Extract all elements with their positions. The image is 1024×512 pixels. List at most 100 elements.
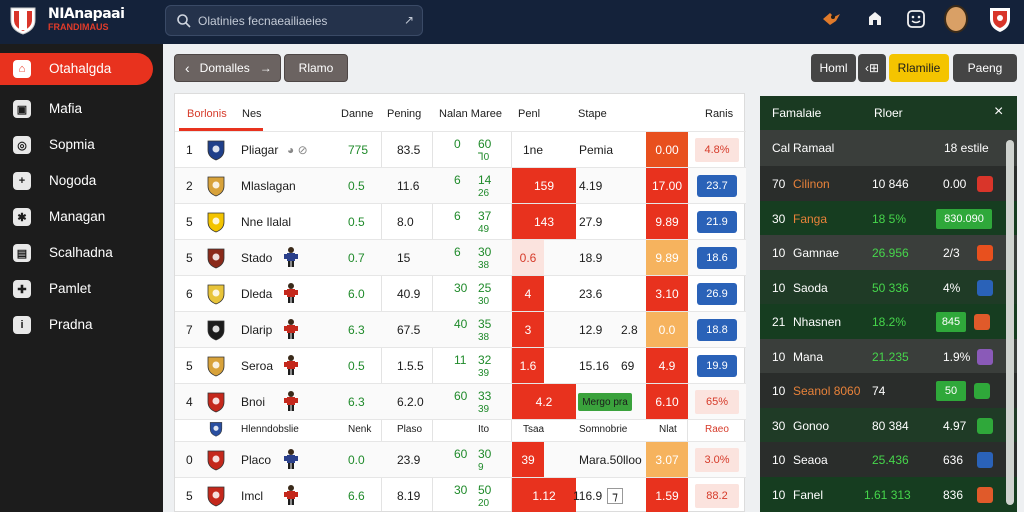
penl-value-box[interactable]: 1.12 bbox=[512, 478, 576, 512]
stape-tag[interactable]: Mergo pra bbox=[578, 393, 632, 411]
ranis-button[interactable]: 18.6 bbox=[697, 247, 737, 269]
forward-button[interactable]: Rlamo bbox=[284, 54, 348, 82]
team-crest-icon bbox=[209, 422, 223, 437]
nlat-value-box[interactable]: 9.89 bbox=[646, 204, 688, 240]
penl-value-box[interactable]: 0.6 bbox=[512, 240, 544, 276]
sidebar-item-sopmia[interactable]: ◎ Sopmia bbox=[0, 129, 163, 161]
col-header-pening[interactable]: Pening bbox=[387, 108, 422, 120]
ranis-button[interactable]: 23.7 bbox=[697, 175, 737, 197]
player-figure-icon bbox=[284, 449, 298, 469]
nlat-value-box[interactable]: 9.89 bbox=[646, 240, 688, 276]
penl-value-box[interactable]: 39 bbox=[512, 442, 544, 478]
penl-value-box[interactable]: 3 bbox=[512, 312, 544, 348]
nlat-value-box[interactable]: 4.9 bbox=[646, 348, 688, 384]
settings-button[interactable]: Paeng bbox=[953, 54, 1017, 82]
avatar[interactable] bbox=[944, 5, 968, 33]
right-panel-row[interactable]: 10 Mana 21.235 1.9% bbox=[760, 338, 1017, 375]
right-panel-row[interactable]: 10 Gamnae 26.956 2/3 bbox=[760, 235, 1017, 271]
sidebar-item-mafia[interactable]: ▣ Mafia bbox=[0, 93, 163, 125]
sidebar-item-label: Otahalgda bbox=[49, 61, 112, 76]
col-header-danne[interactable]: Danne bbox=[341, 108, 374, 120]
close-icon[interactable]: × bbox=[994, 103, 1004, 120]
col-header-stape[interactable]: Stape bbox=[578, 108, 607, 120]
col-header-ranis[interactable]: Ranis bbox=[705, 108, 734, 120]
nlat-value-box[interactable]: 3.07 bbox=[646, 442, 688, 478]
club-shield-icon[interactable] bbox=[988, 6, 1012, 33]
team-name-cell: Seroa bbox=[241, 359, 274, 373]
player-figure-icon bbox=[284, 319, 298, 339]
rp-score-cell: 636 bbox=[943, 453, 964, 467]
table-row[interactable]: 5 Seroa 0.5 1.5.5 11 32 39 1.6 15.16 69 4.9 19.9 bbox=[175, 347, 746, 384]
danne-cell: 0.5 bbox=[348, 179, 365, 193]
table-row[interactable]: 0 Placo 0.0 23.9 60 30 9 39 Mara.50 lloo 3.07 3.0% bbox=[175, 441, 746, 478]
table-row[interactable]: 7 Dlarip 6.3 67.5 40 35 38 3 12.9 2.8 0.0 18.8 bbox=[175, 311, 746, 348]
rp-action-button[interactable]: 830.090 bbox=[936, 208, 992, 229]
ranis-badge[interactable]: 4.8% bbox=[695, 138, 739, 162]
expand-icon[interactable]: ↗ bbox=[403, 13, 414, 27]
smiley-icon[interactable] bbox=[903, 6, 929, 32]
sidebar-item-pamlet[interactable]: ✚ Pamlet bbox=[0, 273, 163, 305]
nlat-value-box[interactable]: 6.10 bbox=[646, 384, 688, 420]
col-header-borlonis[interactable]: Borlonis bbox=[187, 108, 227, 120]
penl-value-box[interactable]: 159 bbox=[512, 168, 576, 204]
col-header-penl[interactable]: Penl bbox=[518, 108, 541, 120]
nalan-b-cell: 50 bbox=[478, 483, 492, 497]
trophy-icon[interactable] bbox=[862, 6, 888, 32]
nlat-value-box[interactable]: 1.59 bbox=[646, 478, 688, 512]
bird-icon[interactable] bbox=[818, 6, 844, 32]
ranis-badge[interactable]: 88.2 bbox=[695, 484, 739, 508]
right-panel-row[interactable]: 30 Fanga 18 5% 830.090 bbox=[760, 200, 1017, 237]
sidebar-item-scalhadna[interactable]: ▤ Scalhadna bbox=[0, 237, 163, 269]
rp-action-button[interactable]: 845 bbox=[936, 312, 966, 332]
ranis-badge[interactable]: 3.0% bbox=[695, 448, 739, 472]
nlat-value-box[interactable]: 0.0 bbox=[646, 312, 688, 348]
right-panel-row[interactable]: 21 Nhasnen 18.2% 845 bbox=[760, 304, 1017, 340]
table-row[interactable]: 1 Pliagar ◕ ⊘ 775 83.5 0 60 ⅂0 1ne Pemia 0.00 4.8% bbox=[175, 131, 746, 168]
right-panel-scrollbar[interactable] bbox=[1006, 140, 1014, 505]
table-row[interactable]: 2 Mlaslagan 0.5 11.6 6 14 26 159 4.19 17.00 23.7 bbox=[175, 167, 746, 204]
penl-value-box[interactable]: 4 bbox=[512, 276, 544, 312]
rp-row-icon bbox=[977, 279, 993, 296]
penl-value-box[interactable]: 1.6 bbox=[512, 348, 544, 384]
right-panel-title: Famalaie bbox=[772, 106, 822, 120]
table-row[interactable]: 5 Stado 0.7 15 6 30 38 0.6 18.9 9.89 18.6 bbox=[175, 239, 746, 276]
table-row[interactable]: 4 Bnoi 6.3 6.2.0 60 33 39 4.2 Mergo pra 6.10 65% bbox=[175, 383, 746, 420]
back-button[interactable]: ‹ Domalles → bbox=[174, 54, 281, 82]
nlat-value-box[interactable]: 3.10 bbox=[646, 276, 688, 312]
sidebar-item-pradna[interactable]: i Pradna bbox=[0, 309, 163, 341]
ranis-badge[interactable]: 65% bbox=[695, 390, 739, 414]
table-row[interactable]: 5 Imcl 6.6 8.19 30 50 20 1.12 116.9 ⁊ 1.59 88.2 bbox=[175, 477, 746, 512]
nlat-value-box[interactable]: 0.00 bbox=[646, 132, 688, 168]
right-panel-row[interactable]: 10 Seaoa 25.436 636 bbox=[760, 442, 1017, 478]
logo-shield-icon[interactable] bbox=[8, 5, 38, 35]
highlight-button[interactable]: Rlamilie bbox=[889, 54, 949, 82]
table-row[interactable]: 5 Nne Ilalal 0.5 8.0 6 37 49 143 27.9 9.89 21.9 bbox=[175, 203, 746, 240]
right-panel-row[interactable]: 10 Fanel 1.61 313 836 bbox=[760, 476, 1017, 512]
ranis-button[interactable]: 21.9 bbox=[697, 211, 737, 233]
ranis-button[interactable]: 18.8 bbox=[697, 319, 737, 341]
ticket-icon: ▤ bbox=[13, 244, 31, 262]
search-box[interactable]: Olatinies fecnaeailiaeies ↗ bbox=[165, 5, 423, 36]
table-subheader-row[interactable]: Hlenndobslie Nenk Plaso Ito Tsaa Somnobrie Nla… bbox=[175, 419, 746, 441]
rank-cell: 5 bbox=[186, 359, 193, 373]
col-header-nalan-maree[interactable]: Nalan Maree bbox=[439, 108, 502, 120]
sidebar-item-nogoda[interactable]: + Nogoda bbox=[0, 165, 163, 197]
right-panel-row[interactable]: 10 Seanol 8060 74 50 bbox=[760, 373, 1017, 409]
ranis-button[interactable]: 19.9 bbox=[697, 355, 737, 377]
home-button[interactable]: Homl bbox=[811, 54, 856, 82]
sidebar-item-label: Mafia bbox=[49, 101, 83, 116]
grid-back-button[interactable]: ‹⊞ bbox=[858, 54, 886, 82]
penl-value-box[interactable]: 4.2 bbox=[512, 384, 576, 420]
right-panel-row[interactable]: 10 Saoda 50 336 4% bbox=[760, 269, 1017, 306]
table-row[interactable]: 6 Dleda 6.0 40.9 30 25 30 4 23.6 3.10 26.9 bbox=[175, 275, 746, 312]
search-input[interactable]: Olatinies fecnaeailiaeies bbox=[198, 14, 328, 28]
ranis-button[interactable]: 26.9 bbox=[697, 283, 737, 305]
rp-action-button[interactable]: 50 bbox=[936, 381, 966, 401]
sidebar-item-managan[interactable]: ✱ Managan bbox=[0, 201, 163, 233]
sidebar-item-otahalgda[interactable]: ⌂ Otahalgda bbox=[0, 53, 153, 85]
penl-value-box[interactable]: 143 bbox=[512, 204, 576, 240]
nlat-value-box[interactable]: 17.00 bbox=[646, 168, 688, 204]
right-panel-row[interactable]: 70 Cilinon 10 846 0.00 bbox=[760, 166, 1017, 202]
col-header-nes[interactable]: Nes bbox=[242, 108, 262, 120]
right-panel-row[interactable]: 30 Gonoo 80 384 4.97 bbox=[760, 407, 1017, 444]
